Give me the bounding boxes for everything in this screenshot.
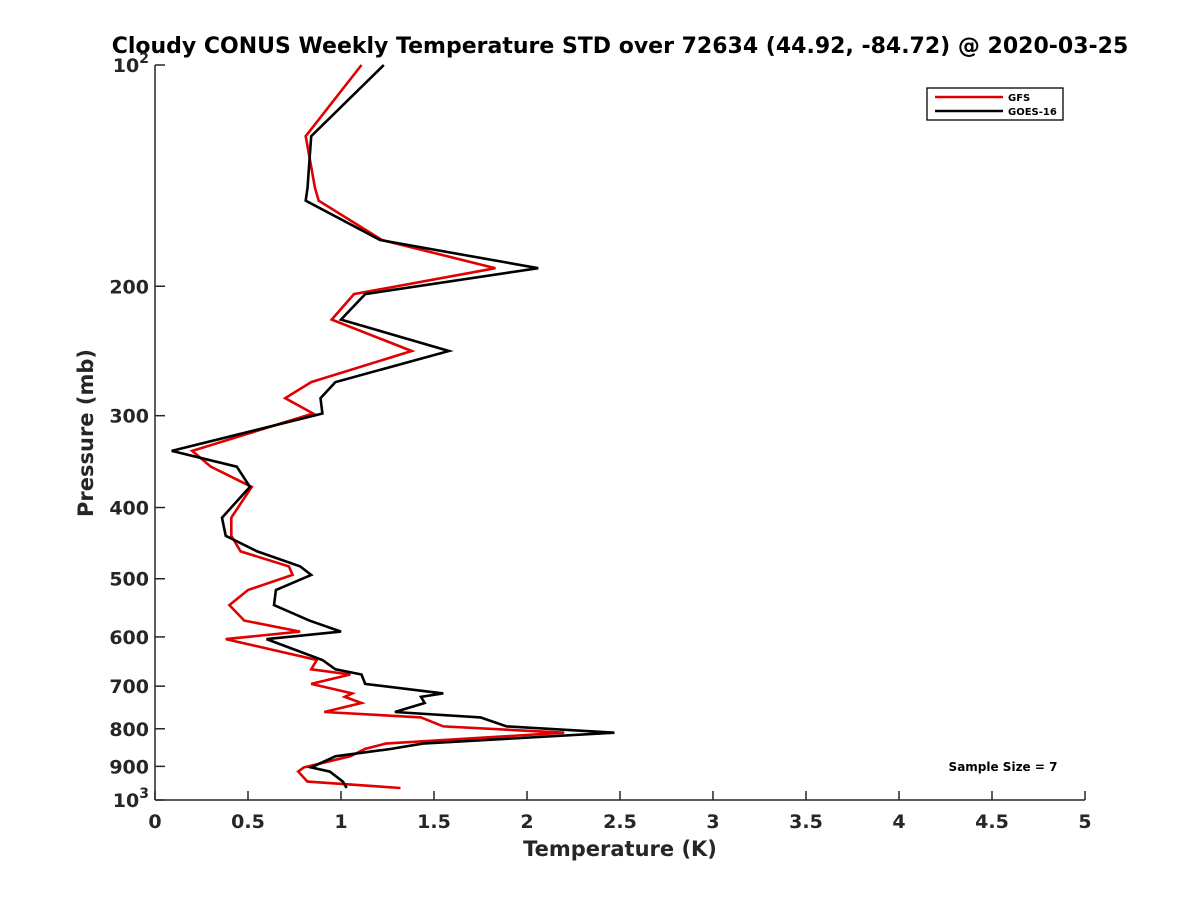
x-tick-label: 3.5	[789, 811, 823, 833]
axes-layer: 0 0.5 1 1.5 2 2.5 3 3.5 4 4.5 5 102 200 300 400 500 600 7…	[109, 51, 1091, 833]
x-tick-label: 4	[892, 811, 905, 833]
chart-title: Cloudy CONUS Weekly Temperature STD over…	[112, 34, 1129, 59]
y-tick-label: 500	[109, 569, 149, 591]
series-line-gfs	[189, 64, 565, 790]
y-tick-label: 600	[109, 627, 149, 649]
x-tick-label: 3	[706, 811, 719, 833]
y-tick-label: 102	[113, 51, 149, 77]
legend-label-gfs: GFS	[1008, 93, 1030, 104]
x-tick-label: 4.5	[975, 811, 1009, 833]
legend-label-goes16: GOES-16	[1008, 107, 1057, 118]
y-tick-label: 200	[109, 276, 149, 298]
y-tick-label: 300	[109, 406, 149, 428]
x-tick-label: 1	[334, 811, 347, 833]
x-tick-label: 0.5	[231, 811, 265, 833]
x-tick-label: 1.5	[417, 811, 451, 833]
x-tick-label: 0	[148, 811, 161, 833]
series-line-goes-16	[171, 64, 615, 789]
x-tick-label: 2	[520, 811, 533, 833]
x-axis-label: Temperature (K)	[523, 837, 717, 861]
x-tick-label: 2.5	[603, 811, 637, 833]
y-tick-label: 900	[109, 756, 149, 778]
y-tick-label: 400	[109, 498, 149, 520]
y-axis-label: Pressure (mb)	[74, 349, 98, 517]
y-tick-label: 103	[113, 786, 149, 812]
series-layer	[171, 64, 615, 790]
legend: GFS GOES-16	[926, 87, 1064, 121]
y-tick-label: 800	[109, 719, 149, 741]
legend-box	[926, 87, 1064, 121]
sample-size-annotation: Sample Size = 7	[949, 760, 1058, 774]
x-tick-label: 5	[1078, 811, 1091, 833]
y-tick-label: 700	[109, 676, 149, 698]
